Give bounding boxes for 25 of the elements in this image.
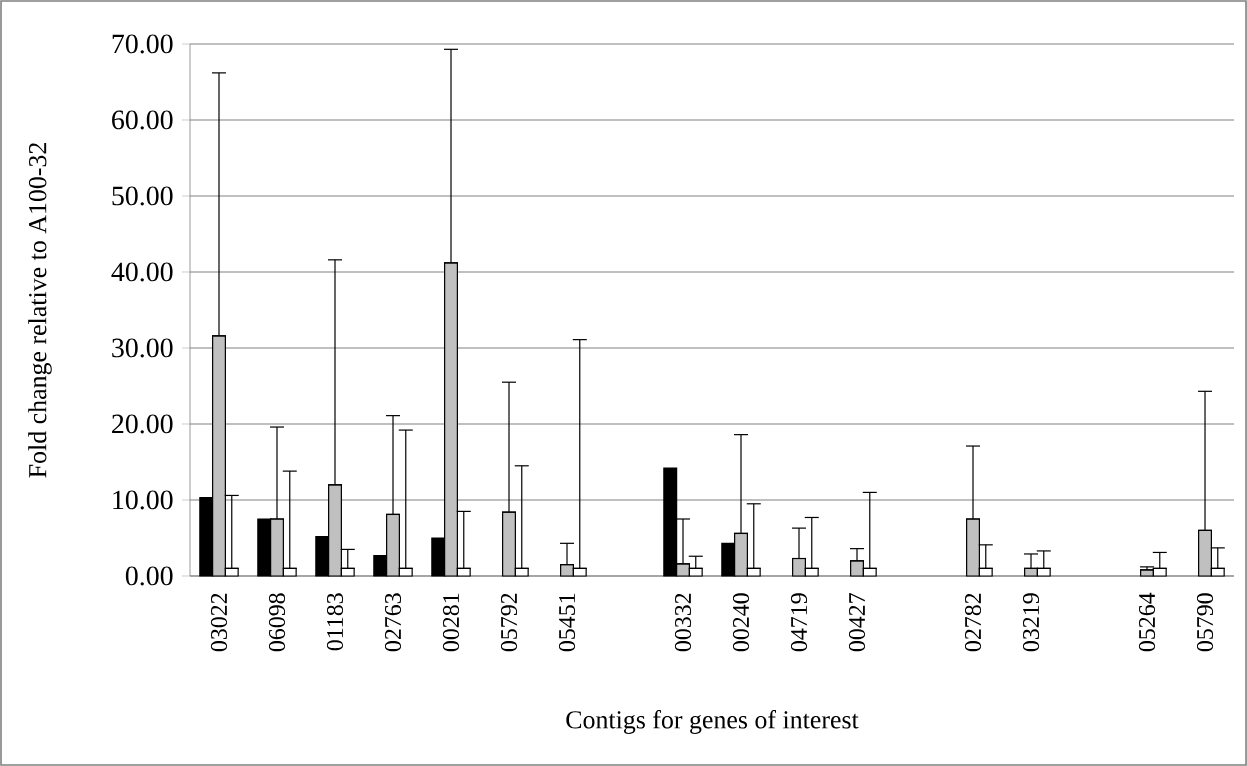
x-tick-label: 01183: [326, 593, 344, 651]
x-tick-label: 00240: [732, 593, 750, 652]
x-tick-label: 02782: [964, 593, 982, 652]
y-tick-label: 70.00: [112, 34, 173, 54]
y-tick-label: 0.00: [125, 566, 173, 586]
y-tick-label: 20.00: [112, 414, 173, 434]
y-tick-label: 50.00: [112, 186, 173, 206]
y-tick-label: 60.00: [112, 110, 173, 130]
x-tick-label: 00427: [848, 593, 866, 652]
x-axis-title: Contigs for genes of interest: [566, 710, 859, 734]
x-tick-label: 04719: [790, 593, 808, 652]
y-tick-label: 10.00: [113, 490, 173, 510]
x-tick-label: 02763: [384, 593, 402, 652]
x-tick-label: 05792: [500, 593, 518, 652]
x-tick-label: 05790: [1196, 593, 1214, 652]
x-tick-label: 06098: [268, 593, 286, 652]
x-tick-label: 03022: [210, 593, 228, 652]
y-tick-label: 30.00: [112, 338, 173, 358]
x-tick-label: 03219: [1022, 593, 1040, 652]
y-tick-label: 40.00: [111, 262, 173, 282]
x-tick-label: 00332: [674, 593, 692, 652]
y-axis-title: Fold change relative to A100-32: [28, 143, 52, 478]
x-tick-label: 05451: [558, 593, 576, 652]
x-tick-label: 00281: [442, 593, 460, 652]
x-tick-label: 05264: [1138, 592, 1156, 652]
